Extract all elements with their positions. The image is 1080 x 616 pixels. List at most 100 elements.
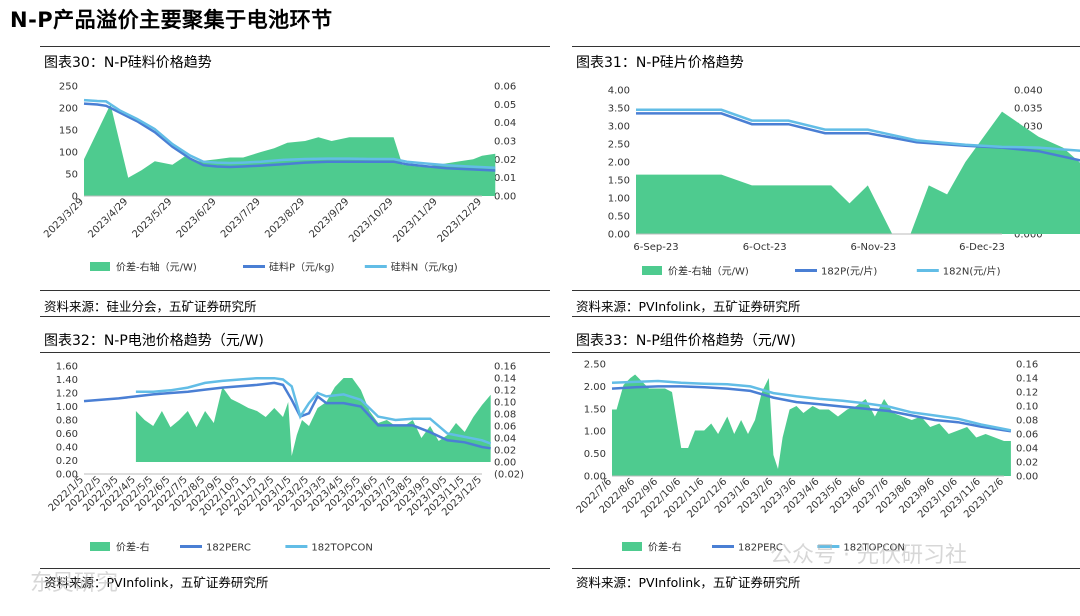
x-axis-tick-label: 2023/12/29	[436, 196, 485, 245]
right-axis-tick-label: 0.10	[494, 398, 516, 409]
right-axis-tick-label: 0.06	[494, 82, 516, 93]
right-axis-tick-label: 0.000	[1014, 230, 1043, 241]
x-axis-tick-label: 6-Sep-23	[633, 242, 678, 253]
x-axis-tick-label: 2023/3/29	[42, 196, 86, 240]
right-axis-tick-label: 0.12	[1016, 388, 1038, 399]
right-axis-tick-label: 0.00	[494, 458, 516, 469]
legend-swatch-area	[90, 262, 110, 271]
x-axis-tick-label: 2023/11/29	[391, 196, 440, 245]
right-axis-tick-label: 0.16	[494, 362, 516, 373]
left-axis-tick-label: 0.50	[608, 212, 630, 223]
right-axis-tick-label: 0.05	[494, 100, 516, 111]
right-axis-tick-label: 0.00	[1016, 472, 1038, 483]
legend-label: 182P(元/片)	[821, 265, 877, 278]
left-axis-tick-label: 1.50	[608, 176, 630, 187]
divider	[40, 568, 550, 569]
right-axis-tick-label: 0.02	[494, 155, 516, 166]
chart-title: 图表33：N-P组件价格趋势（元/W)	[576, 333, 796, 349]
divider	[40, 352, 550, 353]
left-axis-tick-label: 2.00	[608, 158, 630, 169]
right-axis-tick-label: 0.040	[1014, 86, 1043, 97]
divider	[40, 290, 550, 291]
left-axis-tick-label: 0.80	[56, 416, 78, 427]
right-axis-tick-label: 0.06	[1016, 430, 1038, 441]
series-area-spread	[612, 374, 1011, 476]
right-axis-tick-label: 0.10	[1016, 402, 1038, 413]
left-axis-tick-label: 200	[59, 104, 78, 115]
chart-svg: 0.00 0.20 0.40 0.60 0.80 1.00 1.20 1.40 1.60 (0.0…	[47, 362, 525, 554]
left-axis-tick-label: 1.00	[608, 194, 630, 205]
left-axis-tick-label: 0.00	[56, 470, 78, 481]
divider	[572, 352, 1080, 353]
divider	[572, 290, 1080, 291]
legend-label: 182PERC	[738, 543, 783, 554]
chart-panel-module: 图表33：N-P组件价格趋势（元/W) 0.00 0.50 1.00 1.50 2.00…	[572, 326, 1080, 616]
left-axis-tick-label: 0.50	[584, 449, 606, 460]
chart-title: 图表31：N-P硅片价格趋势	[576, 55, 744, 71]
left-axis-tick-label: 2.50	[584, 360, 606, 371]
source-note: 资料来源：PVInfolink，五矿证券研究所	[576, 575, 801, 590]
right-axis-tick-label: 0.04	[494, 118, 516, 129]
left-axis-tick-label: 0.00	[608, 230, 630, 241]
legend-label: 182TOPCON	[843, 543, 904, 554]
left-axis-tick-label: 2.50	[608, 140, 630, 151]
divider	[572, 46, 1080, 47]
legend-label: 价差-右	[116, 541, 150, 554]
legend-swatch-area	[622, 542, 642, 551]
watermark-right: 公众号 · 光伏研习社	[770, 543, 967, 568]
right-axis-tick-label: 0.02	[1016, 458, 1038, 469]
left-axis-tick-label: 4.00	[608, 86, 630, 97]
series-line-n-type	[135, 376, 492, 445]
x-axis-tick-label: 2023/4/29	[86, 196, 130, 240]
series-line-n-type	[636, 108, 1080, 152]
right-axis-tick-label: 0.08	[494, 410, 516, 421]
right-axis-tick-label: (0.02)	[494, 470, 524, 481]
divider	[572, 316, 1080, 317]
right-axis-tick-label: 0.12	[494, 386, 516, 397]
left-axis-tick-label: 150	[59, 126, 78, 137]
divider	[40, 316, 550, 317]
right-axis-tick-label: 0.14	[494, 374, 516, 385]
legend-label: 硅料P（元/kg)	[269, 261, 335, 274]
left-axis-tick-label: 0.20	[56, 456, 78, 467]
series-area-spread	[636, 111, 1080, 234]
source-note: 资料来源：PVInfolink，五矿证券研究所	[576, 299, 801, 314]
x-axis-tick-label: 2023/7/29	[219, 196, 263, 240]
chart-panel-wafer: 图表31：N-P硅片价格趋势 0.00 0.50 1.00 1.50 2.00 2.50 3…	[572, 46, 1080, 336]
x-axis-tick-label: 2023/5/29	[131, 196, 175, 240]
left-axis-tick-label: 1.50	[584, 404, 606, 415]
right-axis-tick-label: 0.02	[494, 446, 516, 457]
legend-label: 价差-右轴（元/W)	[668, 265, 749, 278]
chart-svg: 0.00 0.50 1.00 1.50 2.00 2.50 0.00 0.02 0.04 0.06…	[575, 360, 1039, 554]
left-axis-tick-label: 50	[65, 170, 78, 181]
chart-title: 图表32：N-P电池价格趋势（元/W)	[44, 333, 264, 349]
right-axis-tick-label: 0.08	[1016, 416, 1038, 427]
x-axis-tick-label: 2023/8/29	[263, 196, 307, 240]
x-axis-tick-label: 2023/6/29	[175, 196, 219, 240]
right-axis-tick-label: 0.030	[1014, 122, 1043, 133]
left-axis-tick-label: 0.60	[56, 429, 78, 440]
chart-svg: 0.00 0.50 1.00 1.50 2.00 2.50 3.00 3.50 4.00 0.00…	[608, 86, 1080, 278]
left-axis-tick-label: 3.50	[608, 104, 630, 115]
series-line-p-type	[83, 381, 491, 450]
left-axis-tick-label: 2.00	[584, 382, 606, 393]
series-line-p-type	[636, 112, 1080, 162]
right-axis-tick-label: 0.04	[494, 434, 516, 445]
series-line-p-type	[83, 102, 496, 172]
series-line-p-type	[611, 385, 1012, 433]
x-axis-tick-label: 6-Nov-23	[851, 242, 897, 253]
left-axis-tick-label: 0.00	[584, 472, 606, 483]
legend-swatch-area	[642, 266, 662, 275]
legend-label: 182PERC	[206, 543, 251, 554]
legend-label: 价差-右轴（元/W)	[116, 261, 197, 274]
left-axis-tick-label: 1.60	[56, 362, 78, 373]
left-axis-tick-label: 1.40	[56, 375, 78, 386]
divider	[572, 568, 1080, 569]
chart-svg: 0 50 100 150 200 250 0.00 0.01 0.02 0.03 0.04 0.05 0…	[42, 82, 516, 274]
left-axis-tick-label: 1.20	[56, 389, 78, 400]
right-axis-tick-label: 0.00	[494, 192, 516, 203]
right-axis-tick-label: 0.01	[494, 173, 516, 184]
right-axis-tick-label: 0.14	[1016, 374, 1038, 385]
left-axis-tick-label: 100	[59, 148, 78, 159]
legend-swatch-area	[90, 542, 110, 551]
